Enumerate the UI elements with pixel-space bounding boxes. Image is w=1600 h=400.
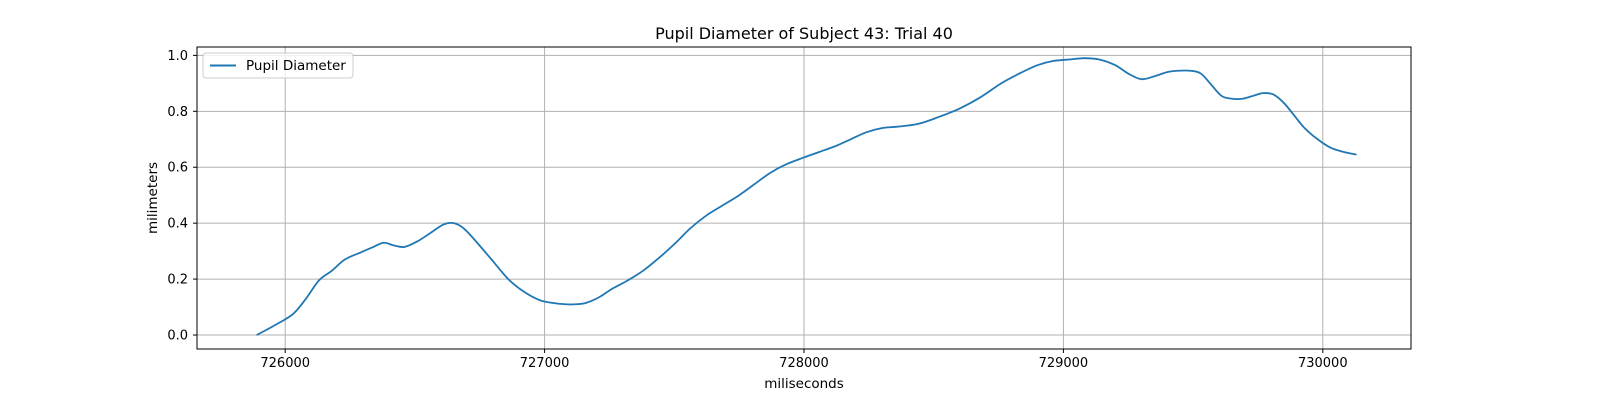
grid-lines [197,47,1411,349]
legend-label: Pupil Diameter [246,58,346,74]
y-tick-label: 0.2 [167,273,188,288]
x-tick-label: 727000 [520,356,570,371]
y-tick-label: 0.8 [167,105,188,120]
y-axis-label: milimeters [145,162,161,234]
axis-ticks: 726000 727000 728000 729000 730000 0.0 0.2 0.4 0… [167,49,1347,371]
chart-title: Pupil Diameter of Subject 43: Trial 40 [655,24,953,43]
legend: Pupil Diameter [202,52,354,79]
series-layer [256,57,1357,336]
x-tick-label: 729000 [1039,356,1089,371]
x-tick-label: 730000 [1298,356,1348,371]
series-line-pupil-diameter [256,57,1357,336]
legend-box [202,52,354,79]
y-tick-label: 1.0 [167,49,188,64]
y-tick-label: 0.6 [167,161,188,176]
y-tick-label: 0.0 [167,329,188,344]
x-axis-label: miliseconds [764,376,844,392]
x-tick-label: 728000 [779,356,829,371]
x-tick-label: 726000 [260,356,310,371]
y-tick-label: 0.4 [167,217,188,232]
